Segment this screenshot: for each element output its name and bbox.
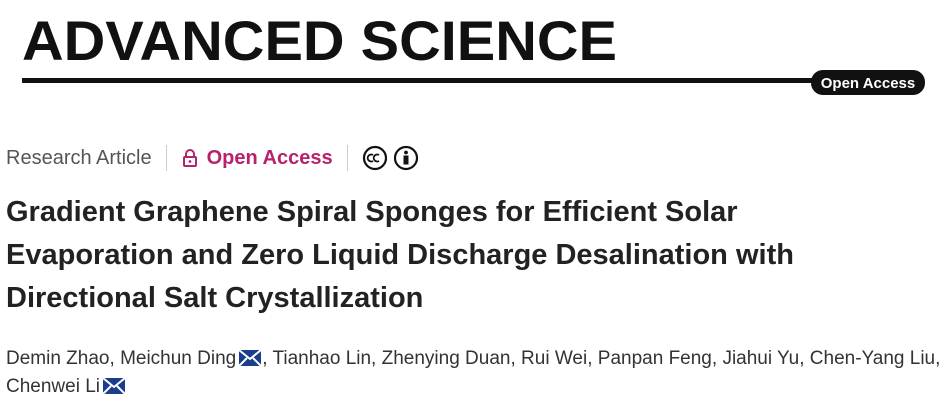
author: Rui Wei, — [521, 348, 592, 369]
title-line: Evaporation and Zero Liquid Discharge De… — [6, 239, 794, 271]
author-separator: , — [935, 348, 941, 369]
author-name[interactable]: Chenwei Li — [6, 376, 100, 397]
journal-header: ADVANCED SCIENCE Open Access — [22, 9, 925, 95]
separator — [165, 145, 167, 171]
title-line: Directional Salt Crystallization — [6, 282, 424, 314]
author: Zhenying Duan, — [382, 348, 516, 369]
journal-name: ADVANCED SCIENCE — [22, 9, 617, 72]
article-title: Gradient Graphene Spiral Sponges for Eff… — [6, 191, 794, 320]
author-separator: , — [262, 348, 268, 369]
article-meta: Research Article Open Access — [6, 144, 422, 172]
title-line: Gradient Graphene Spiral Sponges for Eff… — [6, 196, 738, 228]
badge-text: Open Access — [821, 75, 916, 92]
author-separator: , — [799, 348, 805, 369]
separator — [346, 145, 348, 171]
author: Tianhao Lin, — [272, 348, 376, 369]
article-type: Research Article — [6, 146, 152, 169]
author: Chen-Yang Liu, — [810, 348, 941, 369]
author-separator: , — [587, 348, 593, 369]
header-rule — [22, 78, 814, 83]
author-name[interactable]: Jiahui Yu — [722, 348, 800, 369]
author-name[interactable]: Zhenying Duan — [381, 348, 511, 369]
author-separator: , — [371, 348, 377, 369]
author: Chenwei Li — [6, 376, 126, 397]
author: Jiahui Yu, — [722, 348, 804, 369]
open-access[interactable]: Open Access — [206, 146, 333, 169]
author-name[interactable]: Panpan Feng — [597, 348, 712, 369]
author-name[interactable]: Demin Zhao — [6, 348, 110, 369]
lock-icon — [182, 149, 197, 167]
author: Demin Zhao, — [6, 348, 115, 369]
license-icons[interactable] — [362, 145, 422, 171]
badge-bg — [811, 70, 925, 95]
author: Panpan Feng, — [598, 348, 717, 369]
author-list: Demin Zhao, Meichun Ding, Tianhao Lin, Z… — [6, 345, 941, 401]
author-separator: , — [109, 348, 115, 369]
author: Meichun Ding, — [120, 348, 267, 369]
email-icon[interactable] — [102, 377, 126, 395]
author-name[interactable]: Meichun Ding — [120, 348, 237, 369]
author-name[interactable]: Rui Wei — [521, 348, 588, 369]
author-separator: , — [711, 348, 718, 369]
email-icon[interactable] — [238, 349, 262, 367]
author-name[interactable]: Tianhao Lin — [272, 348, 372, 369]
author-separator: , — [510, 348, 516, 369]
author-name[interactable]: Chen-Yang Liu — [809, 348, 936, 369]
